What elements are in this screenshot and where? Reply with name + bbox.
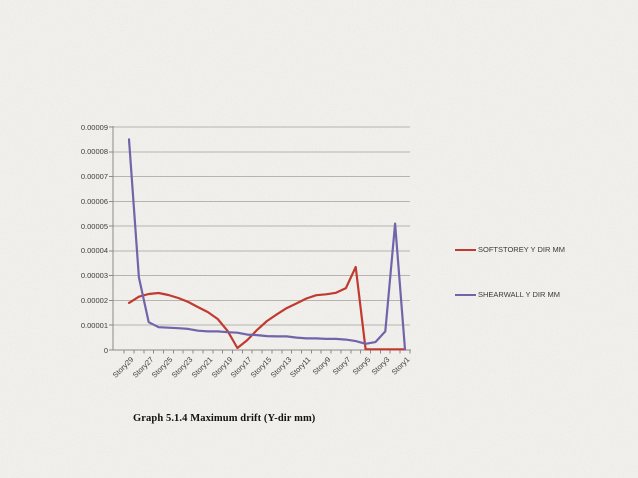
legend-item-shearwall: SHEARWALL Y DIR MM [455, 289, 560, 300]
legend-label: SOFTSTOREY Y DIR MM [478, 245, 565, 254]
y-axis-label: 0.00009 [80, 122, 108, 132]
series-line-softstorey [127, 265, 407, 351]
y-axis-label: 0.00008 [80, 147, 108, 157]
y-axis-label: 0.00003 [80, 271, 108, 281]
chart-caption: Graph 5.1.4 Maximum drift (Y-dir mm) [133, 413, 316, 424]
series-line-shearwall [127, 138, 407, 351]
legend-label: SHEARWALL Y DIR MM [478, 290, 560, 299]
y-axis-label: 0.00002 [80, 295, 108, 305]
y-axis-label: 0.00007 [80, 172, 108, 182]
legend-line-swatch [455, 293, 476, 296]
y-axis-label: 0.00005 [80, 221, 108, 231]
legend-item-softstorey: SOFTSTOREY Y DIR MM [455, 244, 565, 255]
y-axis-label: 0 [103, 345, 108, 355]
y-axis-label: 0.00004 [80, 246, 108, 256]
legend-line-swatch [455, 248, 476, 251]
y-axis-label: 0.00001 [80, 320, 108, 330]
y-axis-label: 0.00006 [80, 196, 108, 206]
